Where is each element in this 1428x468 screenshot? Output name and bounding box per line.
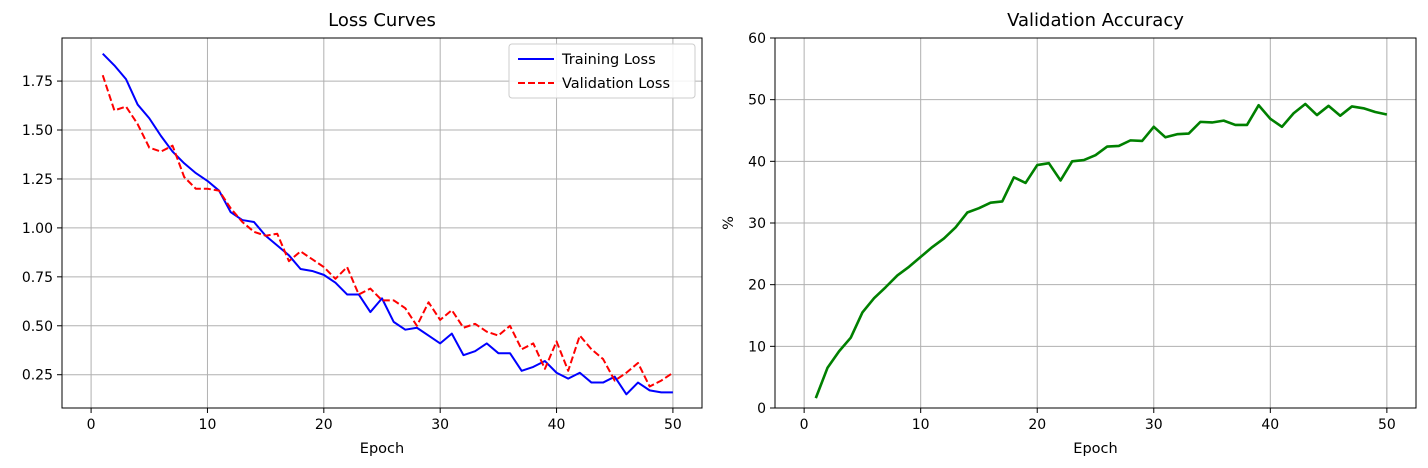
chart-title: Loss Curves (328, 10, 436, 31)
x-tick-label: 0 (87, 417, 96, 433)
x-tick-label: 0 (800, 417, 809, 433)
x-tick-label: 20 (315, 417, 333, 433)
series-line-training-loss (102, 52, 673, 396)
legend-label: Training Loss (561, 52, 656, 68)
x-tick-label: 50 (664, 417, 682, 433)
y-tick-label: 0.75 (22, 270, 53, 286)
y-tick-label: 0.25 (22, 368, 53, 384)
y-tick-label: 50 (748, 93, 766, 109)
chart-panel-2: 0 10 20 30 40 50 0 10 20 30 40 50 60 Validation Accur… (721, 10, 1417, 457)
chart-title: Validation Accuracy (1007, 10, 1184, 31)
y-tick-label: 1.00 (22, 221, 53, 237)
plot-frame (61, 37, 703, 409)
legend-box (508, 43, 696, 99)
y-tick-label: 1.50 (22, 123, 53, 139)
y-axis-label: % (721, 216, 737, 230)
y-tick-label: 0.50 (22, 319, 53, 335)
x-axis-label: Epoch (360, 441, 404, 457)
y-tick-label: 1.25 (22, 172, 53, 188)
y-tick-label: 10 (748, 339, 766, 355)
x-tick-label: 30 (431, 417, 449, 433)
legend: Training Loss Validation Loss (508, 43, 696, 99)
x-tick-label: 50 (1378, 417, 1396, 433)
y-tick-label: 30 (748, 216, 766, 232)
y-tick-label: 0 (757, 401, 766, 417)
series-line-accuracy (814, 102, 1388, 399)
x-tick-label: 10 (199, 417, 217, 433)
x-tick-label: 20 (1028, 417, 1046, 433)
chart-panel-1: 0 10 20 30 40 50 0.25 0.50 0.75 1.00 1.25 1.50 1.75 L… (22, 10, 703, 457)
series-line-validation-loss (101, 74, 674, 388)
x-tick-label: 30 (1145, 417, 1163, 433)
y-tick-label: 60 (748, 31, 766, 47)
x-axis-label: Epoch (1073, 441, 1117, 457)
x-tick-label: 10 (912, 417, 930, 433)
legend-label: Validation Loss (562, 76, 670, 92)
y-tick-label: 1.75 (22, 74, 53, 90)
x-tick-label: 40 (548, 417, 566, 433)
x-tick-label: 40 (1261, 417, 1279, 433)
y-tick-label: 20 (748, 278, 766, 294)
y-tick-label: 40 (748, 154, 766, 170)
